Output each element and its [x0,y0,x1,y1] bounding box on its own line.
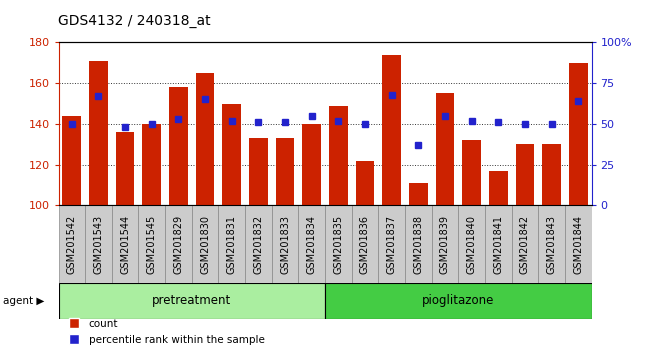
Bar [165,205,192,283]
Text: GSM201829: GSM201829 [174,215,183,274]
Bar [462,140,481,205]
Bar [196,73,215,205]
Text: pioglitazone: pioglitazone [422,295,495,307]
Bar [85,205,112,283]
Bar [192,205,218,283]
Bar [116,132,135,205]
Text: GSM201830: GSM201830 [200,215,210,274]
Bar [565,205,592,283]
Bar [218,205,245,283]
Text: GSM201837: GSM201837 [387,215,396,274]
Text: GSM201831: GSM201831 [227,215,237,274]
Bar [169,87,188,205]
Bar [138,205,165,283]
Bar [485,205,512,283]
Bar [249,138,268,205]
Bar [542,144,561,205]
Text: GSM201840: GSM201840 [467,215,476,274]
Bar [436,93,454,205]
Text: GSM201833: GSM201833 [280,215,290,274]
Text: GSM201542: GSM201542 [67,215,77,274]
Text: GSM201545: GSM201545 [147,215,157,274]
Text: agent ▶: agent ▶ [3,296,45,306]
Bar [352,205,378,283]
Bar [382,55,401,205]
Text: pretreatment: pretreatment [152,295,231,307]
Text: GSM201832: GSM201832 [254,215,263,274]
Text: GSM201843: GSM201843 [547,215,556,274]
Bar [142,124,161,205]
Bar [58,205,85,283]
Bar [276,138,294,205]
Bar [302,124,321,205]
Text: GSM201842: GSM201842 [520,215,530,274]
Bar [325,283,592,319]
Bar [112,205,138,283]
Bar [89,61,108,205]
Bar [409,183,428,205]
Bar [245,205,272,283]
Text: GSM201844: GSM201844 [573,215,583,274]
Text: GSM201836: GSM201836 [360,215,370,274]
Text: GSM201543: GSM201543 [94,215,103,274]
Text: GSM201834: GSM201834 [307,215,317,274]
Text: GSM201838: GSM201838 [413,215,423,274]
Bar [538,205,565,283]
Legend: count, percentile rank within the sample: count, percentile rank within the sample [64,315,268,349]
Bar [569,63,588,205]
Bar [512,205,538,283]
Bar [515,144,534,205]
Bar [489,171,508,205]
Bar [62,116,81,205]
Text: GSM201544: GSM201544 [120,215,130,274]
Bar [272,205,298,283]
Bar [405,205,432,283]
Bar [458,205,485,283]
Bar [325,205,352,283]
Text: GSM201839: GSM201839 [440,215,450,274]
Text: GSM201835: GSM201835 [333,215,343,274]
Bar [378,205,405,283]
Bar [329,105,348,205]
Bar [58,283,325,319]
Bar [432,205,458,283]
Text: GDS4132 / 240318_at: GDS4132 / 240318_at [58,14,211,28]
Bar [298,205,325,283]
Text: GSM201841: GSM201841 [493,215,503,274]
Bar [222,103,241,205]
Bar [356,160,374,205]
